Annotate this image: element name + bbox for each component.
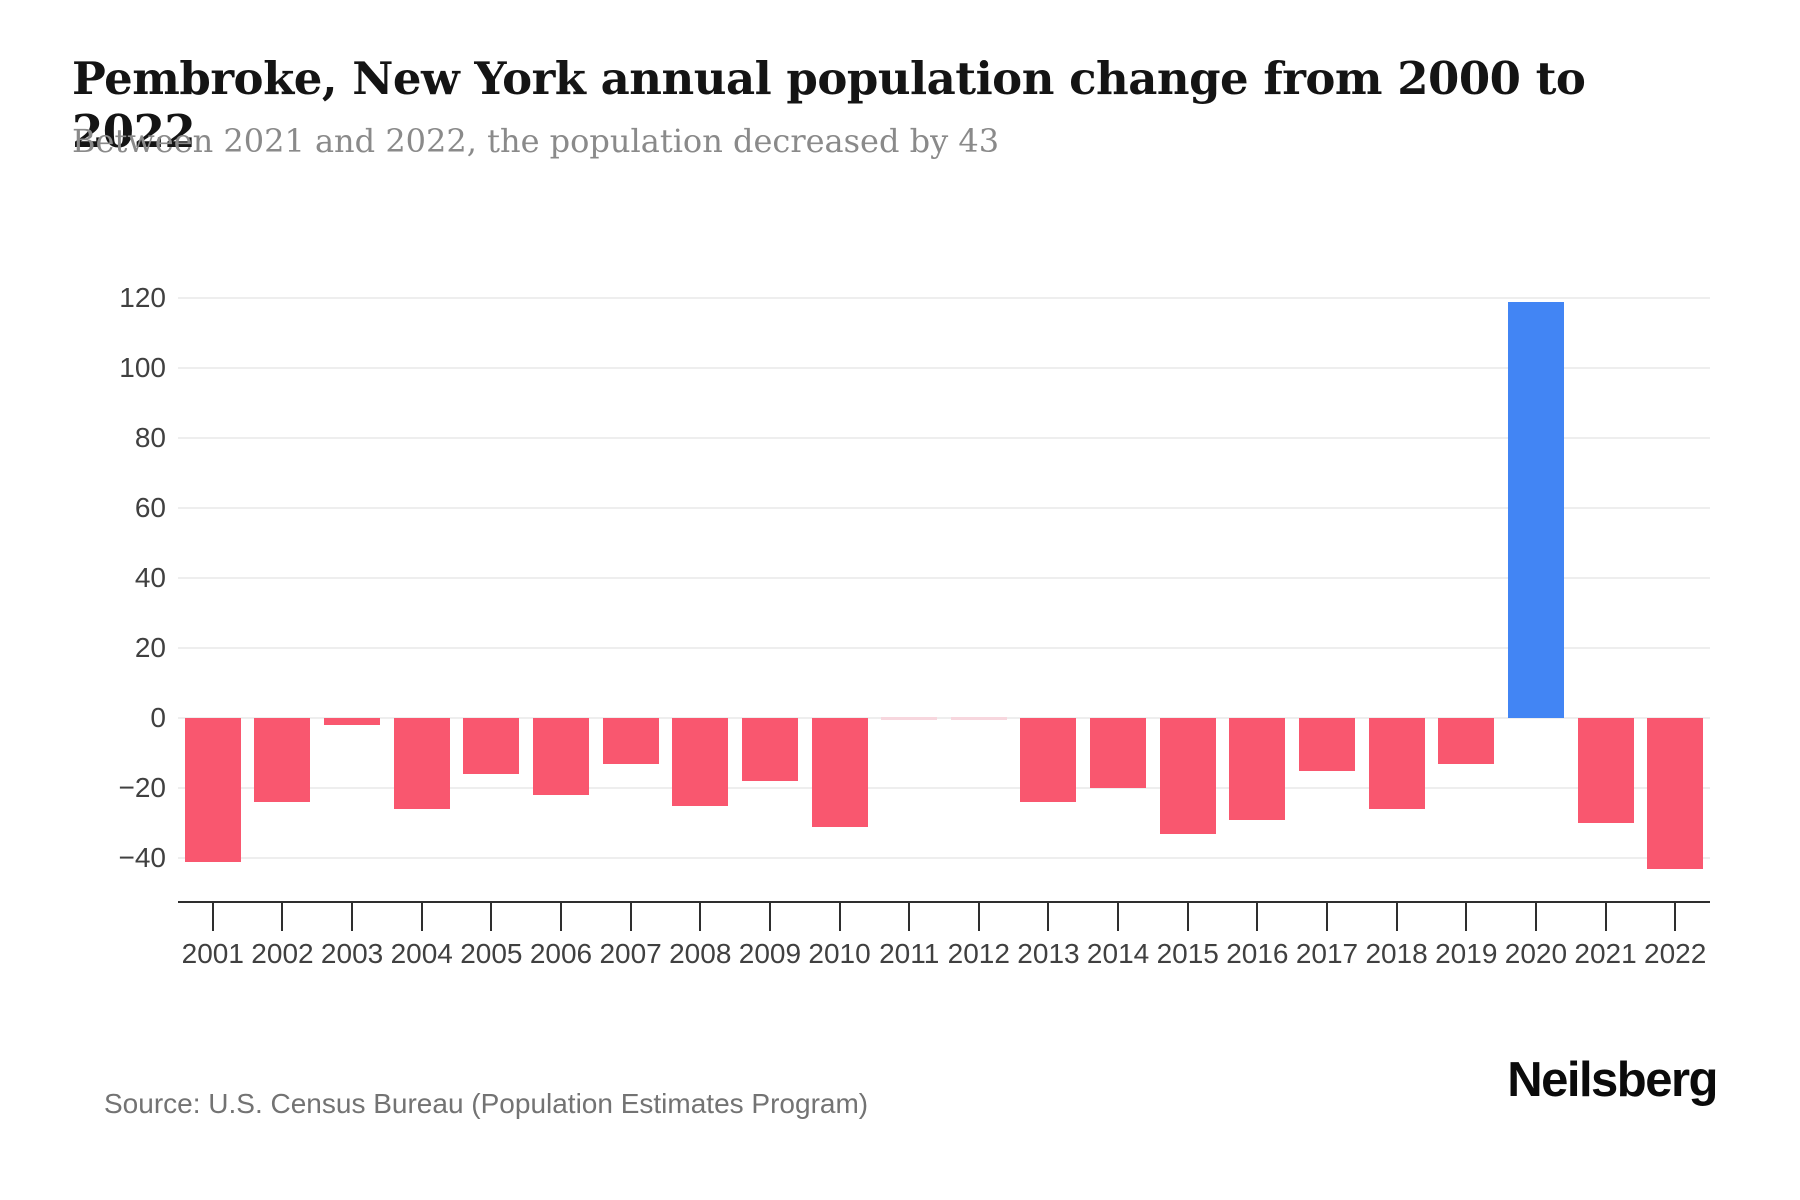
plot-area	[178, 250, 1710, 903]
gridline-120	[178, 297, 1710, 299]
x-axis-tick-2009	[768, 903, 771, 931]
x-axis-tick-2019	[1465, 903, 1468, 931]
y-axis-label--20: −20	[118, 772, 167, 803]
x-axis-label-2008: 2008	[669, 938, 732, 969]
x-axis-tick-2017	[1326, 903, 1328, 931]
x-axis-tick-2003	[351, 903, 354, 931]
x-axis-tick-2011	[908, 903, 911, 931]
y-axis-label-60: 60	[134, 492, 166, 523]
bar-2002	[254, 718, 311, 802]
bar-2016	[1229, 718, 1286, 820]
x-axis-tick-2014	[1117, 903, 1120, 931]
bar-2018	[1368, 718, 1425, 809]
bar-2001	[184, 718, 241, 862]
chart-title: Pembroke, New York annual population cha…	[72, 52, 1586, 158]
y-axis-label-0: 0	[150, 702, 166, 733]
x-axis-tick-2010	[838, 903, 841, 931]
bar-2014	[1090, 718, 1147, 788]
gridline--40	[178, 857, 1710, 859]
y-axis-label-120: 120	[119, 282, 166, 313]
x-axis-tick-2005	[490, 903, 493, 931]
x-axis-tick-2004	[420, 903, 423, 931]
source-attribution: Source: U.S. Census Bureau (Population E…	[104, 1088, 869, 1119]
x-axis-label-2004: 2004	[390, 938, 453, 969]
x-axis-tick-2007	[629, 903, 632, 931]
bar-2010	[811, 718, 868, 827]
y-axis-label-20: 20	[134, 632, 166, 663]
x-axis-label-2003: 2003	[320, 938, 384, 969]
x-axis-tick-2006	[560, 903, 562, 931]
x-axis-tick-2012	[977, 903, 980, 931]
gridline-40	[178, 577, 1710, 579]
x-axis-tick-2001	[211, 903, 214, 931]
gridline-0	[178, 717, 1710, 719]
x-axis-tick-2015	[1186, 903, 1189, 931]
x-axis-label-2012: 2012	[947, 938, 1010, 969]
x-axis-tick-2002	[281, 903, 284, 931]
x-axis-label-2021: 2021	[1574, 938, 1637, 969]
y-axis-label-100: 100	[119, 352, 166, 383]
x-axis-label-2014: 2014	[1086, 938, 1150, 969]
bar-2009	[741, 718, 798, 781]
x-axis-tick-2021	[1604, 903, 1607, 931]
gridline-20	[178, 647, 1710, 649]
x-axis-tick-2013	[1047, 903, 1050, 931]
x-axis-label-2015: 2015	[1156, 938, 1219, 969]
chart-subtitle: Between 2021 and 2022, the population de…	[72, 122, 1000, 160]
x-axis-label-2006: 2006	[529, 938, 593, 969]
y-axis-label--40: −40	[118, 842, 167, 873]
bar-2005	[463, 718, 520, 774]
bar-2007	[602, 718, 659, 764]
bar-2020	[1507, 301, 1564, 718]
bar-2017	[1299, 718, 1355, 771]
bar-2021	[1577, 718, 1634, 823]
y-axis-label-40: 40	[134, 562, 166, 593]
y-axis-label-80: 80	[134, 422, 166, 453]
neilsberg-logo: Neilsberg	[1507, 1053, 1718, 1107]
bar-2019	[1438, 718, 1495, 764]
bar-2015	[1159, 718, 1216, 834]
bar-2022	[1647, 718, 1704, 869]
x-axis-tick-2018	[1395, 903, 1398, 931]
x-axis-tick-2020	[1534, 903, 1537, 931]
bar-2003	[324, 718, 381, 725]
x-axis-label-2007: 2007	[599, 938, 662, 969]
x-axis-label-2016: 2016	[1226, 938, 1289, 969]
bar-2006	[533, 718, 589, 795]
x-axis-label-2010: 2010	[808, 938, 871, 969]
x-axis-label-2017: 2017	[1295, 938, 1359, 969]
x-axis-tick-2016	[1256, 903, 1259, 931]
bar-2011	[881, 717, 938, 720]
x-axis-label-2019: 2019	[1435, 938, 1498, 969]
x-axis-label-2009: 2009	[738, 938, 802, 969]
x-axis-label-2005: 2005	[460, 938, 523, 969]
bar-2013	[1020, 718, 1077, 802]
x-axis-label-2011: 2011	[879, 938, 940, 969]
gridline-80	[178, 437, 1710, 439]
x-axis-label-2022: 2022	[1644, 938, 1707, 969]
x-axis-tick-2008	[699, 903, 702, 931]
bar-2004	[393, 718, 450, 809]
x-axis-label-2013: 2013	[1017, 938, 1080, 969]
x-axis-label-2018: 2018	[1365, 938, 1428, 969]
gridline-100	[178, 367, 1710, 369]
gridline--20	[178, 787, 1710, 789]
x-axis-label-2020: 2020	[1504, 938, 1568, 969]
x-axis-tick-2022	[1674, 903, 1677, 931]
x-axis-label-2001: 2001	[181, 938, 244, 969]
bar-2008	[672, 718, 729, 806]
gridline-60	[178, 507, 1710, 509]
x-axis-label-2002: 2002	[251, 938, 314, 969]
bar-2012	[950, 717, 1007, 720]
